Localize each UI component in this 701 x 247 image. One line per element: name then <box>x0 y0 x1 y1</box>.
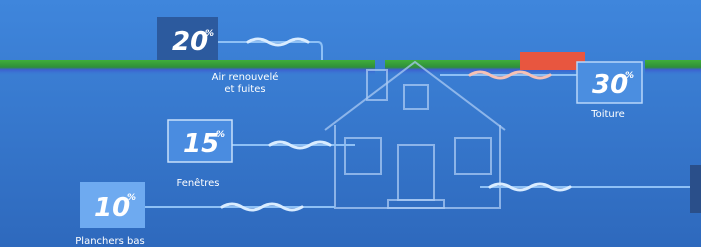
callout-label: et fuites <box>224 84 265 95</box>
infographic: 20 % Air renouvelé et fuites 30 % Toitur… <box>0 0 701 247</box>
callout-unit: % <box>127 193 136 203</box>
callout-value: 30 <box>592 70 628 100</box>
callout-value: 10 <box>94 193 130 223</box>
callout-value: 20 <box>172 27 208 57</box>
partial-box <box>690 165 701 213</box>
callout-label: Air renouvelé <box>212 71 279 83</box>
roof-heat <box>520 52 585 70</box>
callout-unit: % <box>205 29 214 39</box>
callout-floor: 10 % Planchers bas <box>75 182 145 247</box>
callout-unit: % <box>216 130 225 140</box>
callout-label: Planchers bas <box>75 236 144 247</box>
callout-unit: % <box>625 71 634 81</box>
callout-label: Toiture <box>590 109 625 120</box>
callout-value: 15 <box>183 129 219 159</box>
callout-label: Fenêtres <box>176 177 219 189</box>
